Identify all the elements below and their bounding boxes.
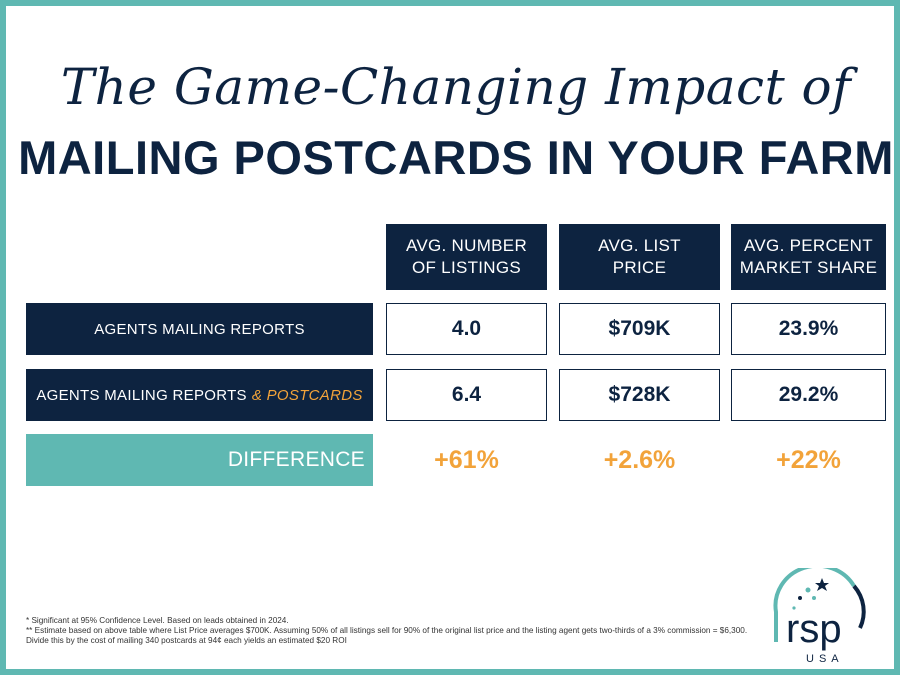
- column-header-list-price: AVG. LIST PRICE: [559, 224, 720, 290]
- table-cell: 6.4: [386, 369, 547, 421]
- difference-label: DIFFERENCE: [26, 434, 373, 486]
- house-logo-icon: rsp USA: [773, 563, 866, 665]
- column-header-market-share: AVG. PERCENT MARKET SHARE: [731, 224, 886, 290]
- table-cell: $709K: [559, 303, 720, 355]
- footnote-significance: * Significant at 95% Confidence Level. B…: [26, 616, 289, 625]
- main-title: MAILING POSTCARDS IN YOUR FARM: [18, 131, 894, 184]
- rsp-logo: rsp USA: [770, 563, 890, 666]
- difference-value: +61%: [434, 445, 499, 474]
- script-title: The Game-Changing Impact of: [60, 58, 852, 116]
- difference-value: +2.6%: [603, 445, 676, 474]
- table-cell: 23.9%: [731, 303, 886, 355]
- row-label-reports-postcards: AGENTS MAILING REPORTS & POSTCARDS: [26, 369, 373, 421]
- column-header-listings: AVG. NUMBER OF LISTINGS: [386, 224, 547, 290]
- difference-value: +22%: [776, 445, 841, 474]
- svg-text:rsp: rsp: [786, 607, 842, 651]
- row-label-accent: & POSTCARDS: [251, 386, 363, 404]
- row-label-text: AGENTS MAILING REPORTS: [94, 320, 305, 338]
- footnote-estimate: ** Estimate based on above table where L…: [26, 626, 748, 645]
- row-label-text: AGENTS MAILING REPORTS: [36, 386, 247, 404]
- table-cell: 29.2%: [731, 369, 886, 421]
- table-cell: 4.0: [386, 303, 547, 355]
- table-cell: $728K: [559, 369, 720, 421]
- row-label-reports: AGENTS MAILING REPORTS: [26, 303, 373, 355]
- svg-text:USA: USA: [806, 653, 844, 665]
